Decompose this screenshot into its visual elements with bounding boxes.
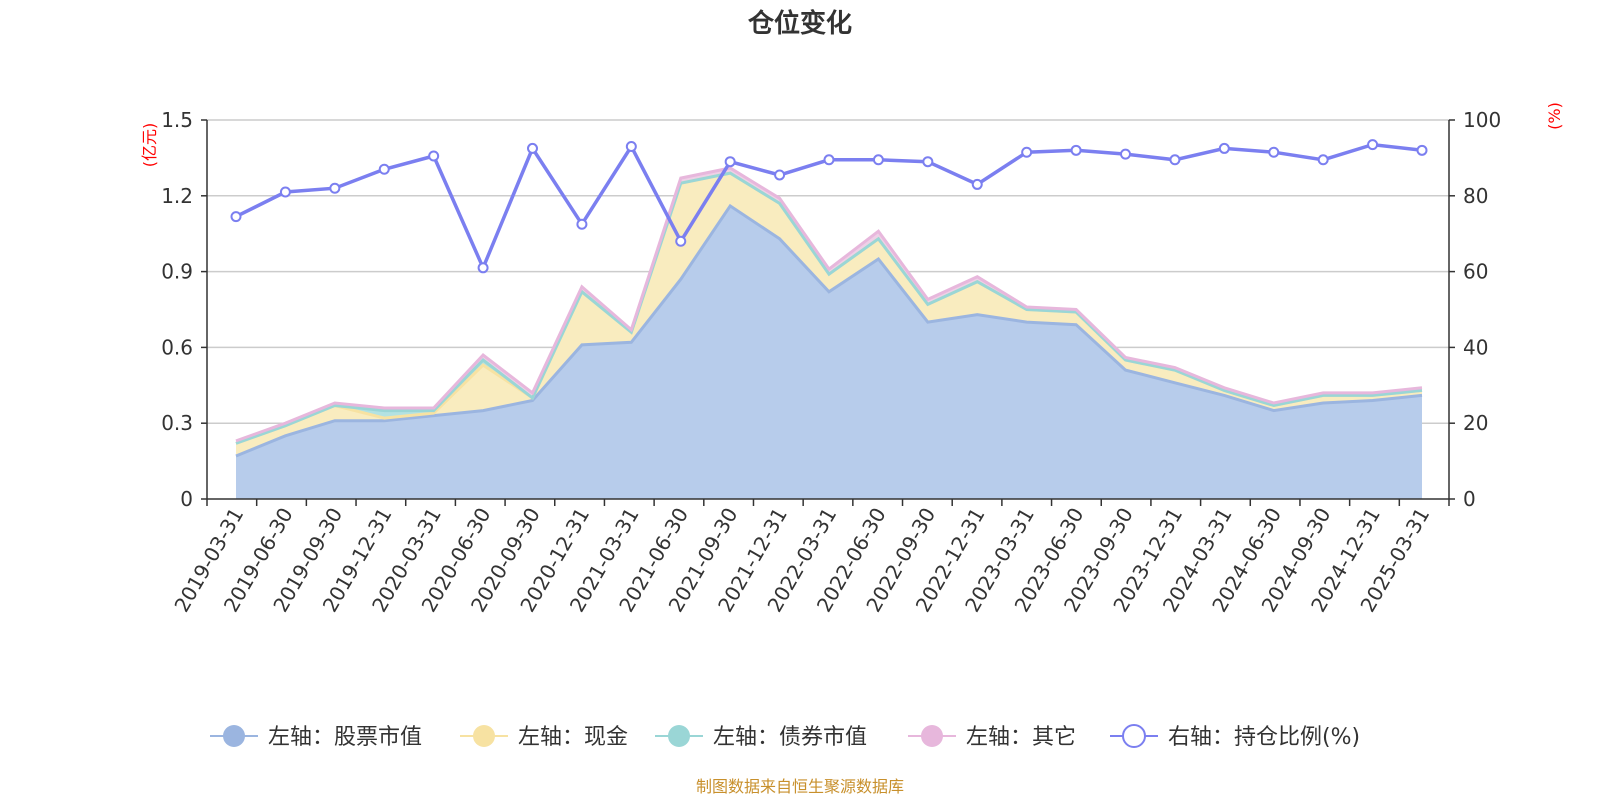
right-axis-unit: (%): [1545, 102, 1564, 130]
left-tick-label: 1.2: [161, 184, 193, 208]
ratio-point: [279, 186, 291, 198]
ratio-point: [675, 235, 687, 247]
left-tick-label: 0.3: [161, 411, 193, 435]
legend-marker: [1122, 724, 1146, 748]
ratio-point: [625, 141, 637, 153]
left-axis-unit: (亿元): [140, 123, 159, 168]
area-左轴：股票市值: [236, 205, 1422, 499]
legend-label: 左轴：股票市值: [268, 725, 422, 750]
ratio-point: [1416, 144, 1428, 156]
legend-marker: [473, 725, 495, 747]
ratio-point: [576, 218, 588, 230]
legend-label: 左轴：其它: [966, 725, 1076, 750]
ratio-point: [428, 150, 440, 162]
ratio-point: [527, 142, 538, 154]
legend-label: 左轴：现金: [518, 725, 628, 750]
area-line-左轴：债券市值: [235, 171, 1423, 445]
legend-label: 左轴：债券市值: [713, 725, 867, 750]
ratio-point: [1021, 146, 1033, 158]
ratio-point: [329, 182, 341, 194]
ratio-point: [1218, 142, 1230, 154]
ratio-point: [724, 156, 736, 168]
right-tick-label: 20: [1463, 411, 1488, 435]
legend: 左轴：股票市值 左轴：现金 左轴：债券市值 左轴：其它 右轴：持仓比例(%): [210, 724, 1360, 750]
right-tick-label: 0: [1463, 487, 1476, 511]
ratio-point: [971, 178, 983, 190]
ratio-point: [774, 169, 786, 181]
area-line-左轴：其它: [235, 166, 1423, 443]
ratio-point: [477, 262, 489, 274]
right-tick-label: 60: [1463, 260, 1488, 284]
ratio-point: [922, 156, 934, 168]
left-tick-label: 0: [180, 487, 193, 511]
ratio-point: [1169, 154, 1181, 166]
left-tick-label: 0.9: [161, 260, 193, 284]
ratio-point: [378, 163, 390, 175]
source-note: 制图数据来自恒生聚源数据库: [696, 777, 904, 796]
right-tick-label: 80: [1463, 184, 1488, 208]
ratio-point: [1367, 139, 1379, 151]
left-tick-label: 0.6: [161, 335, 193, 359]
legend-marker: [223, 725, 245, 747]
ratio-point: [872, 154, 884, 166]
ratio-point: [1120, 148, 1131, 160]
ratio-point: [823, 154, 835, 166]
area-line-左轴：股票市值: [235, 203, 1423, 458]
ratio-point: [230, 211, 242, 223]
ratio-line: [230, 139, 1428, 274]
right-tick-label: 40: [1463, 335, 1488, 359]
ratio-point: [1268, 146, 1280, 158]
legend-label: 右轴：持仓比例(%): [1168, 725, 1360, 750]
stacked-areas: [235, 166, 1423, 499]
ratio-point: [1070, 144, 1082, 156]
legend-marker: [921, 725, 943, 747]
legend-marker: [668, 725, 690, 747]
right-tick-label: 100: [1463, 108, 1501, 132]
chart-title: 仓位变化: [747, 8, 852, 39]
left-tick-label: 1.5: [161, 108, 193, 132]
ratio-point: [1317, 154, 1329, 166]
